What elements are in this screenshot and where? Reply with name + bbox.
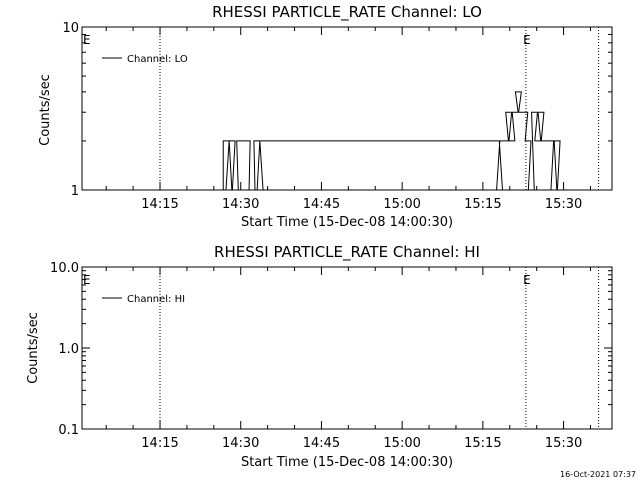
x-tick-label: 14:45	[303, 197, 340, 212]
timestamp: 16-Oct-2021 07:37	[560, 470, 636, 479]
event-marker-label: E	[83, 33, 91, 47]
x-tick-label: 15:30	[545, 197, 582, 212]
x-tick-label: 14:30	[222, 197, 259, 212]
x-axis-label: Start Time (15-Dec-08 14:00:30)	[241, 215, 453, 230]
y-axis-label: Counts/sec	[38, 74, 53, 146]
plot-frame	[81, 26, 613, 191]
y-tick-label: 10	[62, 21, 79, 36]
legend-label: Channel: LO	[127, 54, 188, 65]
event-marker-label: E	[523, 33, 531, 47]
y-axis-label: Counts/sec	[26, 312, 41, 384]
data-series-line	[222, 91, 564, 191]
x-tick-label: 15:30	[545, 436, 582, 451]
x-tick-label: 15:00	[383, 436, 420, 451]
chart-title: RHESSI PARTICLE_RATE Channel: HI	[214, 243, 480, 262]
legend-label: Channel: HI	[127, 294, 185, 305]
event-marker-label: E	[83, 273, 91, 287]
x-tick-label: 14:15	[141, 197, 178, 212]
y-tick-label: 1	[71, 184, 79, 199]
x-tick-label: 14:15	[141, 436, 178, 451]
y-tick-label: 1.0	[58, 342, 79, 357]
plot-frame	[81, 266, 613, 430]
x-tick-label: 14:30	[222, 436, 259, 451]
x-tick-label: 15:00	[383, 197, 420, 212]
x-tick-label: 15:15	[464, 436, 501, 451]
event-marker-label: E	[523, 273, 531, 287]
chart-panel-lo: RHESSI PARTICLE_RATE Channel: LO Start T…	[38, 3, 613, 230]
y-tick-label: 10.0	[50, 261, 79, 276]
x-axis-label: Start Time (15-Dec-08 14:00:30)	[241, 455, 453, 470]
x-tick-label: 14:45	[303, 436, 340, 451]
chart-title: RHESSI PARTICLE_RATE Channel: LO	[212, 3, 482, 22]
y-tick-label: 0.1	[58, 423, 79, 438]
chart-panel-hi: RHESSI PARTICLE_RATE Channel: HI Start T…	[26, 243, 613, 470]
x-tick-label: 15:15	[464, 197, 501, 212]
